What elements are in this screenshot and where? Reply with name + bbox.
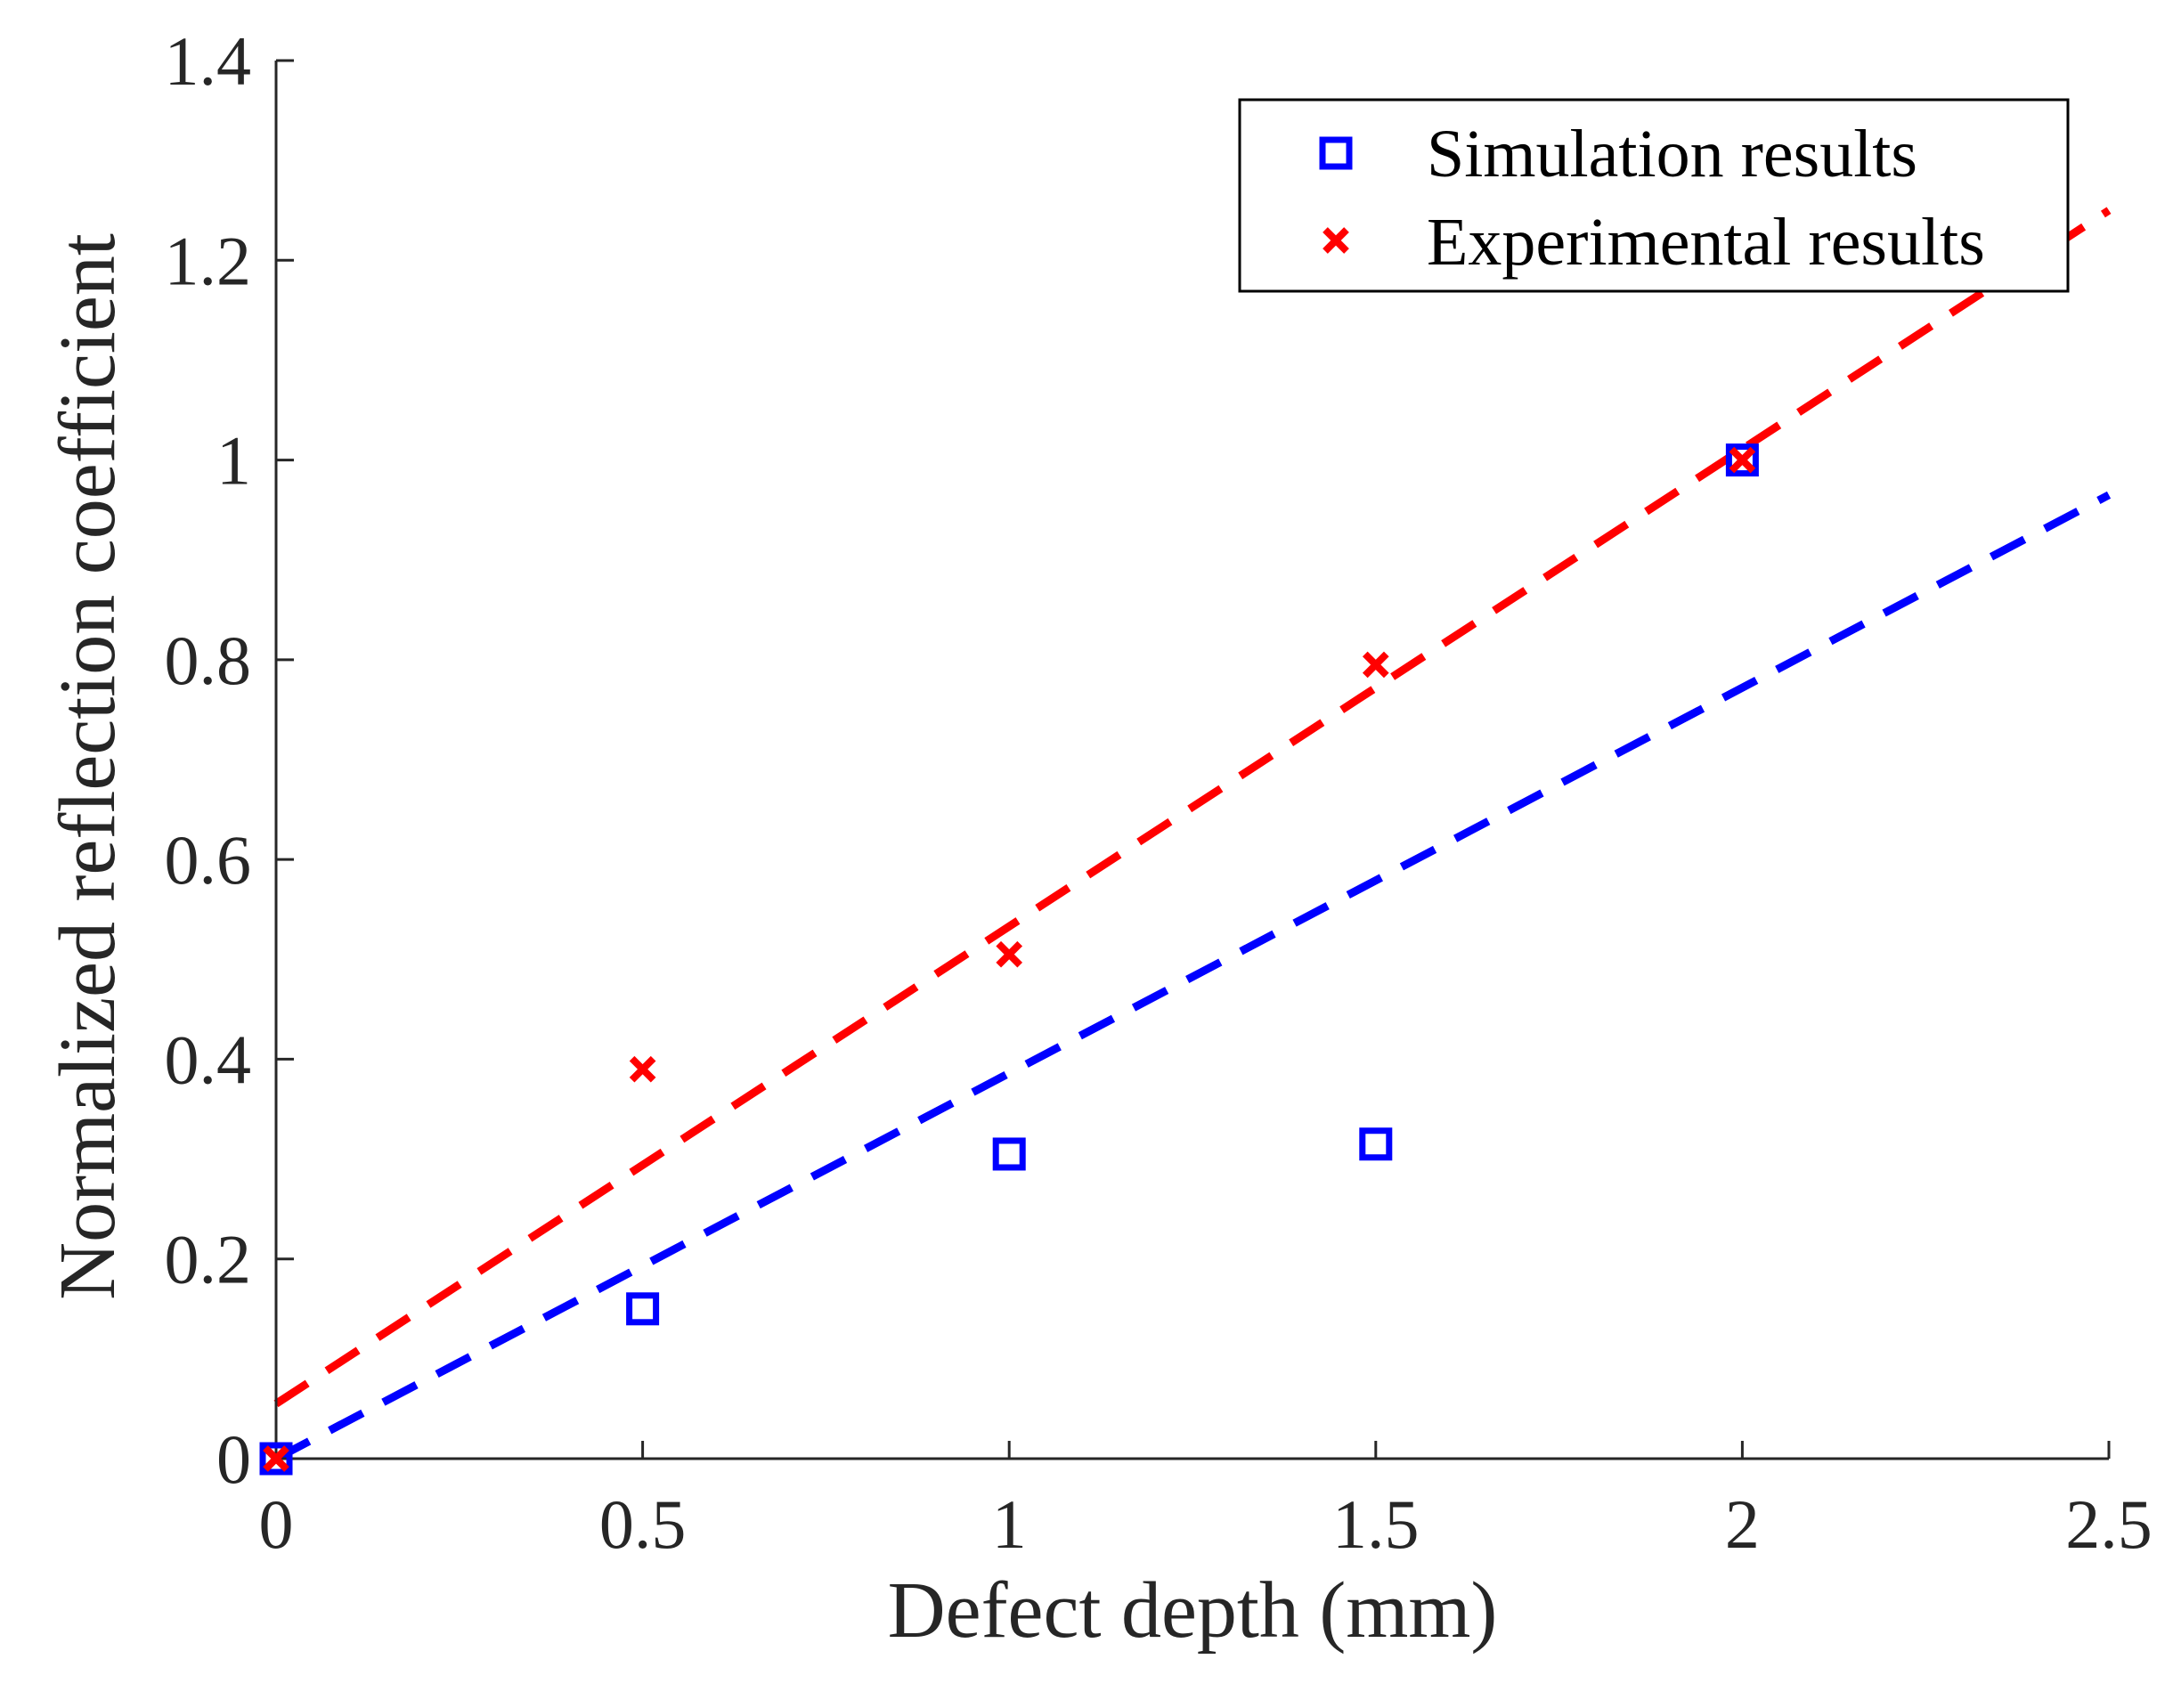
x-tick-label: 2 bbox=[1725, 1485, 1760, 1563]
legend-label-simulation: Simulation results bbox=[1427, 117, 1917, 191]
x-axis-title: Defect depth (mm) bbox=[888, 1566, 1498, 1655]
simulation-point bbox=[1725, 443, 1759, 477]
simulation-point bbox=[259, 1442, 293, 1476]
x-marker-stroke bbox=[996, 940, 1023, 968]
y-tick-label: 1.2 bbox=[165, 222, 252, 299]
y-axis-title: Normalized reflection coefficient bbox=[44, 233, 132, 1300]
x-marker-stroke bbox=[1729, 446, 1756, 474]
experimental-point bbox=[1729, 446, 1756, 474]
fit-line-experimental bbox=[273, 207, 2112, 1408]
x-tick-label: 1.5 bbox=[1332, 1485, 1420, 1563]
experimental-point bbox=[629, 1055, 656, 1083]
data-markers bbox=[259, 443, 1759, 1476]
y-tick-label: 0.6 bbox=[165, 821, 252, 899]
simulation-point bbox=[1359, 1127, 1393, 1161]
experimental-point bbox=[263, 1445, 289, 1472]
legend: Simulation results Experimental results bbox=[1238, 98, 2070, 293]
x-marker-stroke bbox=[1323, 227, 1349, 254]
simulation-point bbox=[992, 1137, 1026, 1171]
x-tick-label: 0 bbox=[259, 1485, 294, 1563]
fit-lines bbox=[273, 207, 2112, 1462]
legend-square-icon bbox=[1319, 136, 1353, 170]
legend-marker-experimental bbox=[1323, 227, 1349, 254]
legend-cross-icon bbox=[1323, 227, 1349, 254]
x-tick-label: 2.5 bbox=[2065, 1485, 2153, 1563]
x-marker-stroke bbox=[629, 1055, 656, 1083]
axes bbox=[274, 61, 2109, 1460]
x-tick-label: 1 bbox=[992, 1485, 1027, 1563]
y-tick-label: 0 bbox=[216, 1420, 251, 1498]
y-tick-label: 0.2 bbox=[165, 1221, 252, 1298]
y-tick-label: 0.8 bbox=[165, 622, 252, 699]
fit-line-simulation bbox=[273, 491, 2112, 1462]
experimental-point bbox=[996, 940, 1023, 968]
x-marker-stroke bbox=[263, 1445, 289, 1472]
y-tick-label: 1 bbox=[216, 422, 251, 500]
experimental-point bbox=[1362, 651, 1389, 679]
x-marker-stroke bbox=[1362, 651, 1389, 679]
legend-box bbox=[1238, 98, 2070, 293]
legend-marker-simulation bbox=[1319, 136, 1353, 170]
y-tick-label: 1.4 bbox=[165, 22, 252, 100]
y-tick-label: 0.4 bbox=[165, 1021, 252, 1098]
simulation-point bbox=[626, 1292, 660, 1326]
legend-label-experimental: Experimental results bbox=[1427, 205, 1985, 280]
x-tick-label: 0.5 bbox=[599, 1485, 687, 1563]
ticks: 0 0.5 1 1.5 2 2.5 0 0.2 0.4 0.6 0.8 1 1.2 1.4 bbox=[165, 22, 2153, 1563]
